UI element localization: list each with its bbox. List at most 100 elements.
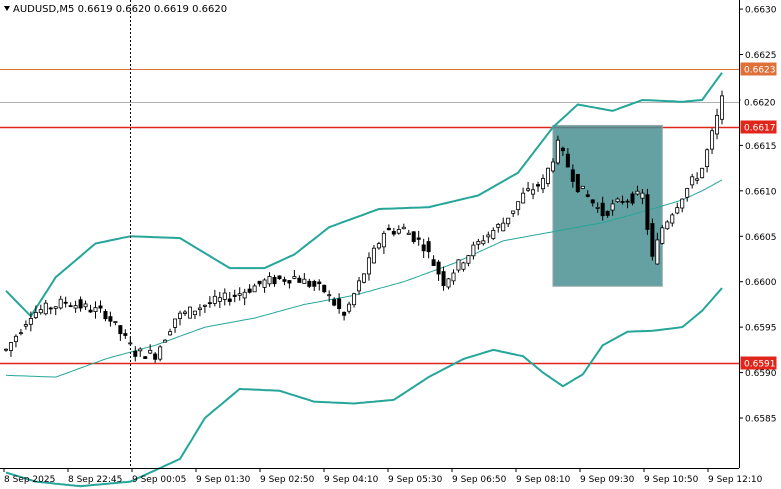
- candle-body: [73, 305, 78, 309]
- candle-body: [531, 189, 536, 195]
- candle: [565, 148, 570, 168]
- candle-body: [342, 311, 347, 316]
- candle-body: [456, 259, 461, 271]
- candle-body: [511, 210, 516, 214]
- candle: [173, 318, 178, 333]
- candle-body: [307, 280, 312, 287]
- candle-body: [123, 333, 128, 336]
- candle: [570, 164, 575, 188]
- candle-body: [118, 325, 123, 335]
- y-tick-label: 0.6630: [745, 6, 777, 16]
- x-tick-label: 9 Sep 08:10: [516, 475, 571, 485]
- candle: [138, 347, 143, 357]
- candle: [620, 195, 625, 205]
- price-tag-current: 0.6620: [740, 95, 777, 109]
- candle: [347, 301, 352, 314]
- candle: [541, 174, 546, 194]
- axes: [0, 0, 740, 469]
- candle: [615, 197, 620, 203]
- candle-body: [128, 342, 133, 345]
- candle-body: [168, 331, 173, 336]
- candle-body: [163, 339, 168, 343]
- candle: [267, 272, 272, 287]
- candle-body: [207, 302, 212, 305]
- candle-body: [317, 281, 322, 285]
- candle: [690, 173, 695, 189]
- candle-body: [625, 200, 630, 203]
- candle: [560, 146, 565, 156]
- candle: [471, 241, 476, 260]
- candle: [217, 291, 222, 309]
- y-tick-label: 0.6625: [745, 51, 777, 61]
- candle: [680, 198, 685, 213]
- candle: [650, 218, 655, 261]
- candle-body: [421, 244, 426, 252]
- candle: [675, 202, 680, 215]
- dropdown-triangle-icon[interactable]: [4, 6, 10, 11]
- candle-body: [197, 307, 202, 311]
- candle-body: [416, 237, 421, 240]
- x-tick-label: 9 Sep 05:30: [388, 475, 443, 485]
- candle-body: [615, 198, 620, 203]
- candle: [710, 128, 715, 154]
- candle: [108, 311, 113, 327]
- x-tick-label: 8 Sep 22:45: [68, 475, 122, 485]
- candle-body: [536, 184, 541, 187]
- candle: [426, 237, 431, 259]
- candle-body: [78, 299, 83, 309]
- candle-body: [337, 298, 342, 309]
- candle: [28, 311, 33, 332]
- candle: [720, 90, 725, 125]
- candle: [555, 135, 560, 165]
- candle-body: [506, 217, 511, 225]
- candle-body: [595, 207, 600, 209]
- candle-body: [481, 240, 486, 245]
- candle: [327, 290, 332, 302]
- candle-body: [516, 201, 521, 211]
- candle-body: [58, 298, 63, 309]
- candle-body: [660, 227, 665, 244]
- candle-body: [28, 318, 33, 325]
- candle-body: [83, 303, 88, 308]
- candle-body: [33, 312, 38, 319]
- candle-body: [98, 305, 103, 309]
- price-tag-support: 0.6591: [740, 356, 777, 370]
- candle: [83, 300, 88, 310]
- candle: [168, 328, 173, 336]
- candle-body: [158, 346, 163, 360]
- candle: [371, 244, 376, 264]
- candle-body: [610, 203, 615, 211]
- candle-body: [173, 318, 178, 328]
- candle-body: [88, 309, 93, 313]
- candle: [23, 320, 28, 330]
- candle: [252, 283, 257, 293]
- candle: [8, 341, 13, 357]
- candle: [43, 299, 48, 316]
- candle: [580, 185, 585, 189]
- candle-body: [222, 292, 227, 300]
- candle: [491, 227, 496, 241]
- candle-body: [138, 348, 143, 352]
- candle-body: [361, 273, 366, 283]
- price-tag-background: [740, 356, 777, 370]
- candle-body: [48, 307, 53, 310]
- candle-body: [103, 311, 108, 320]
- candle: [118, 324, 123, 341]
- candle: [481, 235, 486, 246]
- y-tick-label: 0.6610: [745, 187, 777, 197]
- candle: [695, 172, 700, 185]
- candle-body: [381, 232, 386, 248]
- candle-body: [560, 147, 565, 152]
- candle: [192, 310, 197, 320]
- candle: [640, 189, 645, 205]
- candle: [123, 329, 128, 339]
- candle: [715, 108, 720, 140]
- candle: [361, 273, 366, 284]
- candle-body: [491, 230, 496, 239]
- candle-body: [461, 262, 466, 270]
- candle-body: [232, 294, 237, 297]
- candle: [207, 296, 212, 308]
- candle-body: [575, 173, 580, 193]
- candle: [38, 304, 43, 315]
